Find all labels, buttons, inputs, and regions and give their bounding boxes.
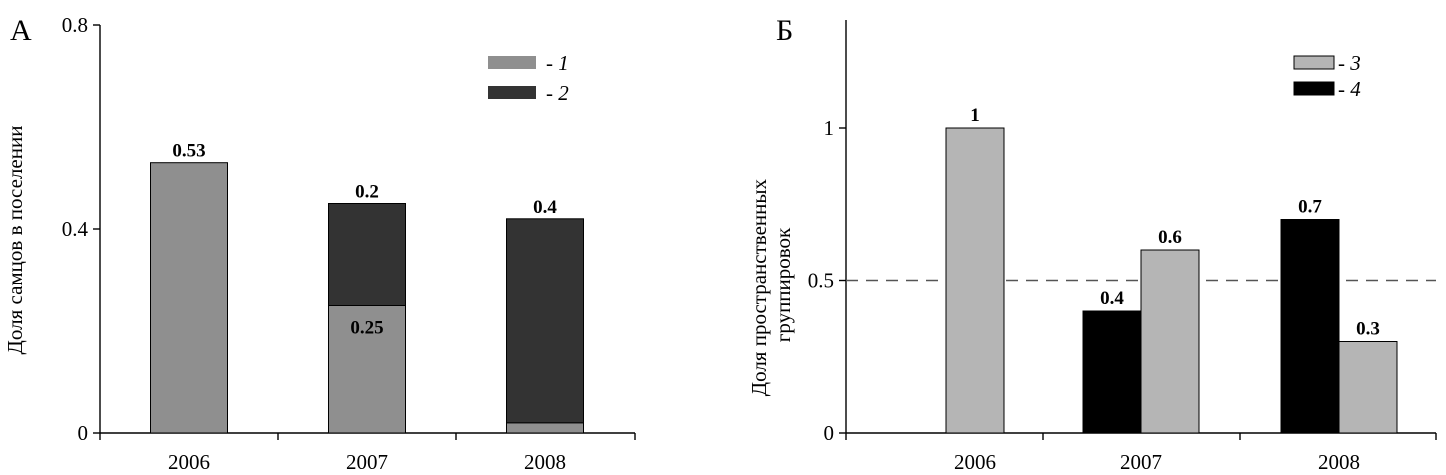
- panel-a-legend-label-2: - 2: [546, 81, 569, 105]
- panel-b-y-tick-label: 0: [824, 421, 835, 445]
- panel-b-y-axis-title: Доля пространственных группировок: [747, 174, 795, 396]
- panel-b-legend-label-2: - 3: [1338, 51, 1361, 75]
- panel-b-bar-2007-series-2: [1140, 249, 1200, 434]
- panel-a-bars: 0.53 0.25 0.2 0.4: [150, 141, 584, 434]
- panel-b-y-tick-label: 1: [824, 116, 835, 140]
- panel-a-legend: - 1- 2: [488, 51, 569, 105]
- panel-a-bar-2007-series-2: [328, 203, 406, 306]
- panel-a-legend-swatch-2: [488, 86, 536, 99]
- panel-b-legend: - 3- 4: [1293, 51, 1361, 101]
- panel-a-data-label-2007-series-1: 0.25: [350, 318, 383, 339]
- panel-a-y-tick-label: 0.4: [62, 217, 89, 241]
- panel-b-x-tick-label: 2008: [1318, 450, 1360, 474]
- panel-a-letter: А: [10, 14, 32, 47]
- panel-a-bar-2008-series-2: [506, 218, 584, 424]
- panel-b-y-axis-title-line-1: Доля пространственных: [747, 179, 771, 397]
- panel-a-bar-2007-series-1: [328, 305, 406, 434]
- panel-b-letter: Б: [776, 14, 793, 47]
- panel-b-data-label-2006-series-2: 1: [970, 105, 980, 126]
- panel-a-y-tick-label: 0: [78, 421, 89, 445]
- panel-a-legend-label-1: - 1: [546, 51, 569, 75]
- panel-b-x-tick-label: 2007: [1120, 450, 1162, 474]
- panel-b-data-label-2007-series-1: 0.4: [1100, 288, 1124, 309]
- panel-a-chart: А Доля самцов в поселении 0 0.4 0.8 2006 200…: [3, 13, 636, 474]
- panel-b-bar-2006-series-2: [945, 127, 1005, 434]
- panel-b-bar-2007-series-1: [1082, 310, 1142, 434]
- panel-b-bars: 1 0.4 0.6 0.7 0.3: [945, 105, 1398, 434]
- panel-b-legend-swatch-1: [1293, 81, 1335, 96]
- panel-b-bar-2008-series-2: [1338, 341, 1398, 434]
- panel-a-y-axis-title: Доля самцов в поселении: [3, 126, 27, 355]
- panel-b-legend-swatch-2: [1293, 55, 1335, 70]
- panel-a-data-label-2008-series-2: 0.4: [533, 197, 557, 218]
- panel-b-data-label-2008-series-1: 0.7: [1298, 197, 1322, 218]
- panel-b-y-axis-title-line-2: группировок: [771, 227, 795, 342]
- panel-a-bar-2006-series-1: [150, 162, 228, 434]
- panel-b-data-label-2008-series-2: 0.3: [1356, 319, 1380, 340]
- panel-b-legend-label-1: - 4: [1338, 77, 1361, 101]
- panel-a-data-label-2007-series-2: 0.2: [355, 182, 379, 203]
- panel-b-y-tick-label: 0.5: [808, 269, 834, 293]
- panel-b-bar-2008-series-1: [1280, 219, 1340, 434]
- panel-b-chart: Б Доля пространственных группировок 0 0.5…: [747, 14, 1437, 474]
- panel-a-y-tick-label: 0.8: [62, 13, 88, 37]
- panel-b-data-label-2007-series-2: 0.6: [1158, 227, 1182, 248]
- panel-a-x-tick-label: 2008: [524, 450, 566, 474]
- panel-a-legend-swatch-1: [488, 56, 536, 69]
- panel-a-bar-2008-series-1: [506, 422, 584, 434]
- panel-a-data-label-2006-series-1: 0.53: [172, 141, 205, 162]
- panel-a-x-tick-label: 2006: [168, 450, 210, 474]
- panel-b-x-tick-label: 2006: [954, 450, 996, 474]
- panel-a-x-tick-label: 2007: [346, 450, 388, 474]
